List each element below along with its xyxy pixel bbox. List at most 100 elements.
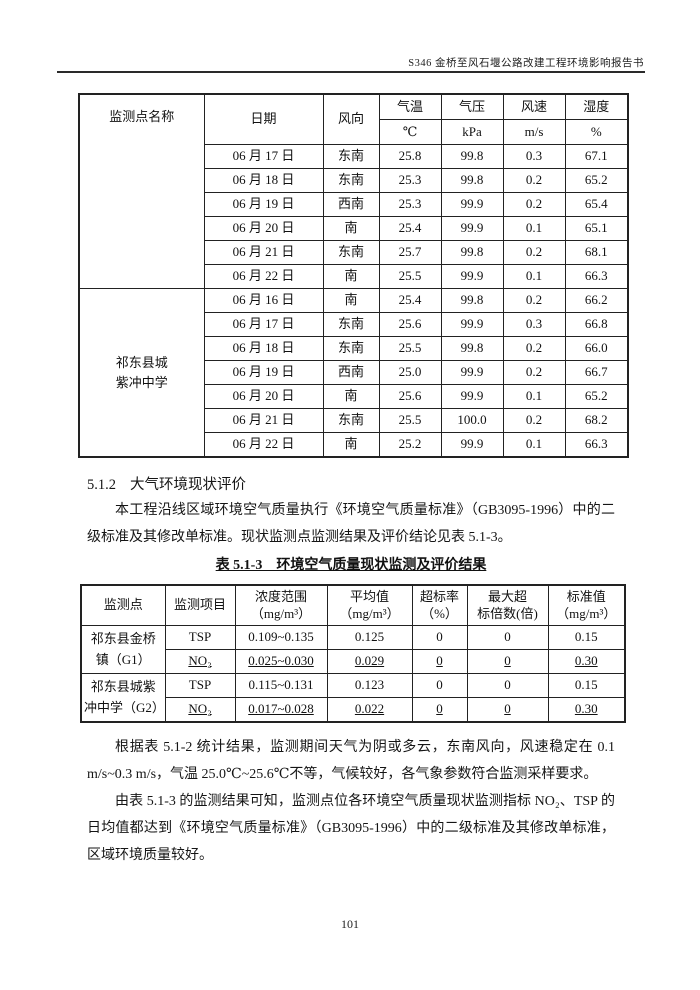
weather-cell: 南	[322, 216, 380, 241]
aq-column-header: 超标率 （%）	[411, 584, 468, 626]
running-header-title: S346 金桥至风石堰公路改建工程环境影响报告书	[408, 58, 644, 69]
weather-cell: 0.2	[502, 168, 566, 193]
aq-value-cell: 0.30	[547, 697, 626, 723]
aq-item-cell: NO₂	[164, 649, 236, 674]
aq-value-cell: 0.029	[326, 649, 413, 674]
aq-site-cell: 祁东县城紫 冲中学（G2）	[80, 673, 166, 723]
weather-cell: 99.8	[440, 288, 504, 313]
weather-cell: 99.8	[440, 240, 504, 265]
weather-cell: 66.0	[564, 336, 629, 361]
header-rule	[57, 71, 645, 73]
weather-row: 祁东县城 紫冲中学 06 月 16 日南 25.4 99.8 0.2 66.2	[78, 288, 629, 458]
weather-cell: 0.3	[502, 312, 566, 337]
weather-cell: 25.2	[378, 432, 442, 458]
aq-column-header: 浓度范围 （mg/m³）	[234, 584, 328, 626]
weather-cell: 0.2	[502, 288, 566, 313]
body-paragraph-2: 根据表 5.1-2 统计结果，监测期间天气为阴或多云，东南风向，风速稳定在 0.…	[87, 740, 615, 782]
air-quality-row: NO₂ 0.017~0.028 0.022 0 0 0.30	[81, 697, 626, 723]
weather-row: 06 月 21 日东南 25.5 100.0 0.2 68.2	[79, 408, 629, 433]
weather-cell: 66.2	[564, 288, 629, 313]
weather-cell: 06 月 21 日	[203, 408, 324, 433]
weather-cell: 东南	[322, 312, 380, 337]
weather-cell: 0.1	[502, 264, 566, 289]
weather-cell: 0.2	[502, 360, 566, 385]
weather-cell: 66.8	[564, 312, 629, 337]
weather-cell: 99.9	[440, 432, 504, 458]
weather-cell: 25.6	[378, 312, 442, 337]
weather-cell: 25.3	[378, 168, 442, 193]
unit-percent: %	[564, 119, 629, 145]
weather-cell: 南	[322, 264, 380, 289]
weather-table: 监测点名称 日期 风向 气温 气压 风速 湿度 ℃ kPa m/s % 06 月…	[78, 93, 629, 458]
weather-cell: 66.3	[564, 432, 629, 458]
aq-value-cell: 0	[411, 625, 468, 650]
weather-cell: 0.2	[502, 408, 566, 433]
aq-value-cell: 0	[411, 697, 468, 723]
section-title: 大气环境现状评价	[130, 477, 246, 493]
aq-value-cell: 0	[466, 649, 549, 674]
weather-cell: 06 月 21 日	[203, 240, 324, 265]
weather-cell: 68.1	[564, 240, 629, 265]
weather-cell: 66.3	[564, 264, 629, 289]
aq-column-header: 监测点	[80, 584, 166, 626]
aq-value-cell: 0.017~0.028	[234, 697, 328, 723]
weather-cell: 06 月 19 日	[203, 192, 324, 217]
aq-item-cell: TSP	[164, 625, 236, 650]
aq-column-header: 标准值 （mg/m³）	[547, 584, 626, 626]
weather-cell: 东南	[322, 408, 380, 433]
aq-value-cell: 0	[466, 673, 549, 698]
weather-row: 06 月 22 日南 25.2 99.9 0.1 66.3	[79, 432, 629, 458]
weather-cell: 25.6	[378, 384, 442, 409]
column-header-wind-direction: 风向	[322, 93, 380, 145]
weather-cell: 0.2	[502, 192, 566, 217]
column-header-site-name: 监测点名称	[78, 93, 205, 289]
weather-cell: 65.2	[564, 168, 629, 193]
air-quality-row: 祁东县金桥 镇（G1） TSP 0.109~0.135 0.125 0 0 0.15	[80, 625, 626, 674]
aq-value-cell: 0.15	[547, 625, 626, 650]
weather-unit-row: ℃ kPa m/s %	[79, 119, 629, 145]
aq-value-cell: 0	[466, 697, 549, 723]
table-caption: 表 5.1-3 环境空气质量现状监测及评价结果	[215, 558, 487, 573]
aq-value-cell: 0.125	[326, 625, 413, 650]
weather-cell: 06 月 19 日	[203, 360, 324, 385]
weather-cell: 南	[322, 432, 380, 458]
section-number: 5.1.2	[87, 477, 116, 493]
weather-cell: 67.1	[564, 144, 629, 169]
aq-value-cell: 0	[411, 673, 468, 698]
weather-cell: 68.2	[564, 408, 629, 433]
weather-cell: 东南	[322, 336, 380, 361]
aq-value-cell: 0.022	[326, 697, 413, 723]
weather-cell: 65.1	[564, 216, 629, 241]
weather-cell: 06 月 18 日	[203, 336, 324, 361]
weather-cell: 东南	[322, 144, 380, 169]
aq-value-cell: 0.115~0.131	[234, 673, 328, 698]
unit-celsius: ℃	[378, 119, 442, 145]
weather-cell: 99.9	[440, 192, 504, 217]
weather-cell: 66.7	[564, 360, 629, 385]
aq-column-header: 最大超 标倍数(倍)	[466, 584, 549, 626]
weather-cell: 0.3	[502, 144, 566, 169]
weather-cell: 25.8	[378, 144, 442, 169]
weather-cell: 99.9	[440, 216, 504, 241]
weather-header-row: 监测点名称 日期 风向 气温 气压 风速 湿度	[78, 93, 629, 289]
weather-cell: 06 月 20 日	[203, 384, 324, 409]
aq-item-cell: TSP	[164, 673, 236, 698]
weather-cell: 06 月 18 日	[203, 168, 324, 193]
weather-cell: 东南	[322, 240, 380, 265]
site-name-cell: 祁东县城 紫冲中学	[78, 288, 205, 458]
weather-cell: 06 月 22 日	[203, 264, 324, 289]
column-header-date: 日期	[203, 93, 324, 145]
weather-row: 06 月 17 日东南 25.8 99.8 0.3 67.1	[79, 144, 629, 169]
aq-value-cell: 0.30	[547, 649, 626, 674]
column-header-wind-speed: 风速	[502, 93, 566, 120]
weather-cell: 东南	[322, 168, 380, 193]
weather-cell: 南	[322, 384, 380, 409]
weather-cell: 99.8	[440, 168, 504, 193]
weather-cell: 25.5	[378, 408, 442, 433]
body-paragraph-3: 由表 5.1-3 的监测结果可知，监测点位各环境空气质量现状监测指标 NO₂、T…	[87, 794, 615, 863]
air-quality-row: NO₂ 0.025~0.030 0.029 0 0 0.30	[81, 649, 626, 674]
weather-cell: 100.0	[440, 408, 504, 433]
air-quality-header-row: 监测点 监测项目 浓度范围 （mg/m³） 平均值 （mg/m³） 超标率 （%） 最大超…	[80, 584, 626, 626]
weather-cell: 25.0	[378, 360, 442, 385]
